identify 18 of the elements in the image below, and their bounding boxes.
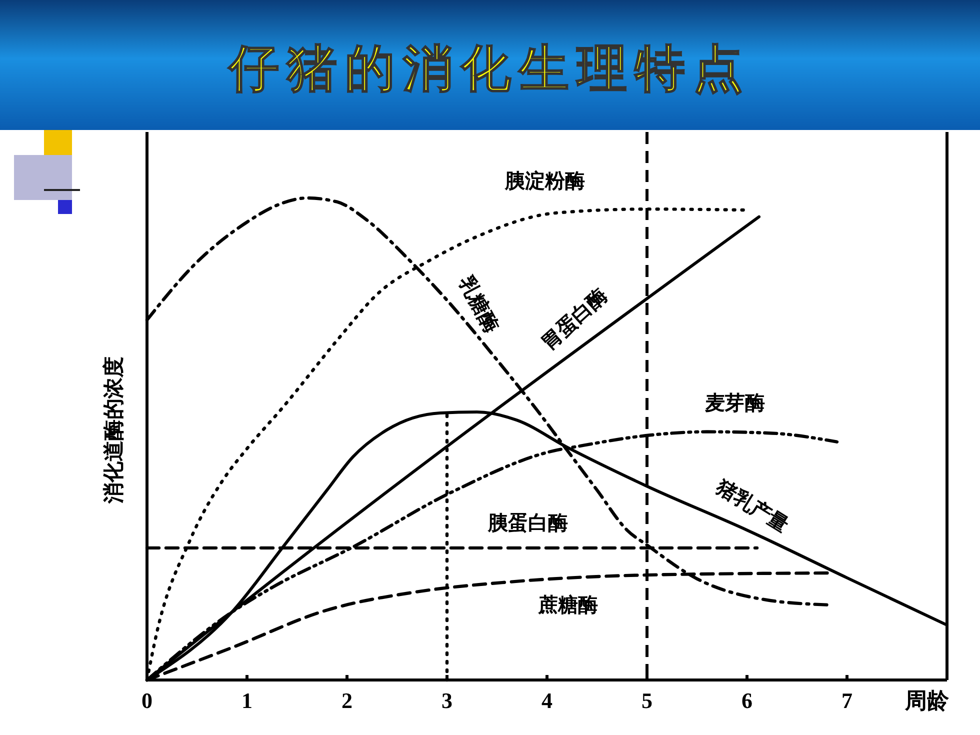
- x-tick-label: 0: [142, 688, 152, 713]
- x-tick-label: 1: [242, 688, 252, 713]
- x-tick-label: 7: [842, 688, 852, 713]
- chart-title: 仔猪的消化生理特点: [227, 40, 751, 98]
- series-label: 麦芽酶: [704, 390, 765, 414]
- x-tick-label: 4: [542, 688, 552, 713]
- series-label: 胰淀粉酶: [504, 168, 585, 192]
- text: 乳糖酶: [454, 271, 504, 336]
- x-tick-label: 5: [642, 688, 652, 713]
- y-axis-title: 消化道酶的浓度: [102, 356, 126, 504]
- x-tick-label: 3: [442, 688, 452, 713]
- text: 胃蛋白酶: [536, 283, 612, 355]
- x-tick-label: 2: [342, 688, 352, 713]
- x-axis-title: 周龄: [904, 689, 950, 714]
- series-label: 蔗糖酶: [537, 592, 598, 616]
- series-label: 胰蛋白酶: [487, 510, 568, 534]
- x-tick-label: 6: [742, 688, 752, 713]
- text: 猪乳产量: [712, 474, 794, 538]
